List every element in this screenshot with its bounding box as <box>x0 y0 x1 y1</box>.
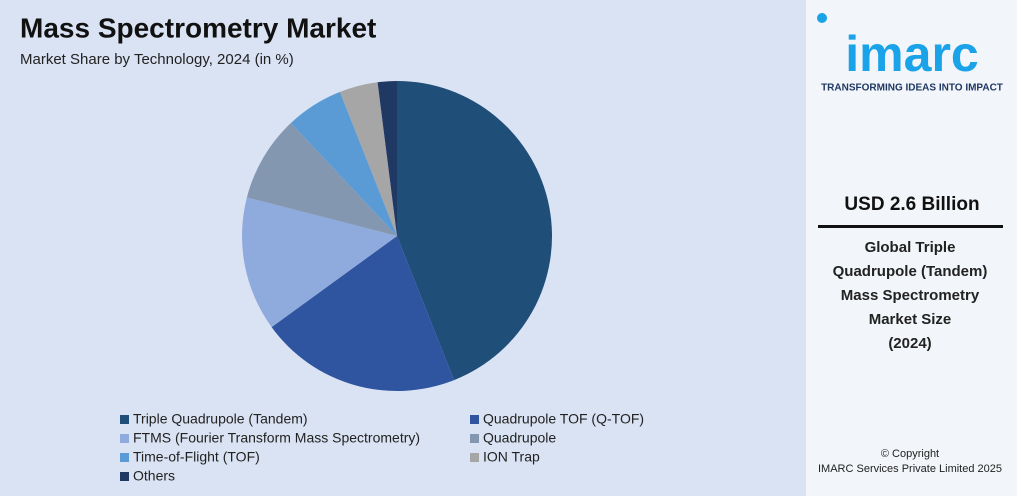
description-line: (2024) <box>888 335 931 352</box>
chart-title: Mass Spectrometry Market <box>20 12 376 43</box>
legend-swatch <box>470 434 479 443</box>
legend-label: Triple Quadrupole (Tandem) <box>133 411 308 427</box>
pie-slice <box>397 81 552 381</box>
legend-label: Quadrupole <box>483 430 556 446</box>
legend-label: Quadrupole TOF (Q-TOF) <box>483 411 644 427</box>
description-line: Quadrupole (Tandem) <box>833 263 988 280</box>
legend-swatch <box>120 415 129 424</box>
legend-label: FTMS (Fourier Transform Mass Spectrometr… <box>133 430 420 446</box>
copyright: IMARC Services Private Limited 2025 <box>818 463 1002 475</box>
chart-subtitle: Market Share by Technology, 2024 (in %) <box>20 51 294 68</box>
legend-swatch <box>470 415 479 424</box>
pie-slice <box>271 236 455 391</box>
legend-swatch <box>120 434 129 443</box>
divider <box>818 225 1003 228</box>
pie-slice <box>290 91 397 236</box>
tagline: TRANSFORMING IDEAS INTO IMPACT <box>821 83 1003 94</box>
headline: USD 2.6 Billion <box>844 194 979 215</box>
pie-slice <box>339 82 397 236</box>
legend-label: Time-of-Flight (TOF) <box>133 449 260 465</box>
description-line: Global Triple <box>865 239 956 256</box>
logo-dot <box>817 13 827 23</box>
sidebar-background <box>806 0 1017 496</box>
pie-slice <box>246 123 397 236</box>
legend-swatch <box>120 472 129 481</box>
legend-swatch <box>470 453 479 462</box>
legend-swatch <box>120 453 129 462</box>
legend-label: Others <box>133 468 175 484</box>
description-line: Mass Spectrometry <box>841 287 980 304</box>
legend-label: ION Trap <box>483 449 540 465</box>
logo: imarc <box>845 26 978 82</box>
pie-slice <box>377 81 397 236</box>
description-line: Market Size <box>869 311 952 328</box>
copyright: © Copyright <box>881 448 939 460</box>
pie-slice <box>241 197 397 328</box>
